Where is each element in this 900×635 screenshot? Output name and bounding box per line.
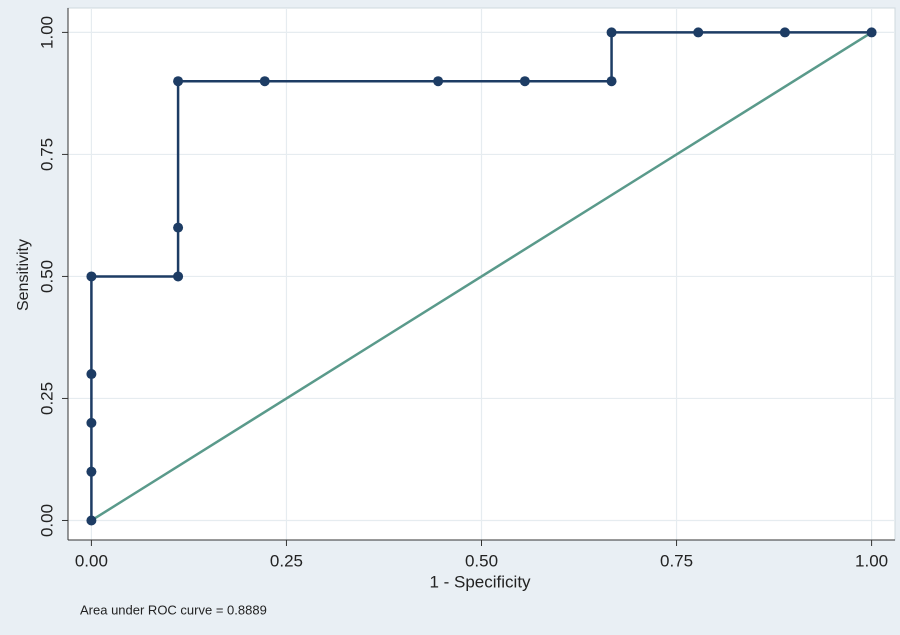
point xyxy=(606,76,617,87)
point xyxy=(693,27,704,38)
x-tick-label: 0.00 xyxy=(75,551,108,570)
series-line xyxy=(90,31,873,522)
y-tick-label: 0.50 xyxy=(37,260,56,293)
x-tick-label: 0.25 xyxy=(270,551,303,570)
point xyxy=(606,27,617,38)
y-tick-label: 0.00 xyxy=(37,504,56,537)
point xyxy=(86,466,97,477)
point xyxy=(779,27,790,38)
point xyxy=(433,76,444,87)
x-axis-label: 1 - Specificity xyxy=(429,572,531,591)
y-tick-label: 1.00 xyxy=(37,16,56,49)
point xyxy=(173,76,184,87)
point xyxy=(86,515,97,526)
note: Area under ROC curve = 0.8889 xyxy=(80,602,267,617)
x-tick-label: 0.50 xyxy=(465,551,498,570)
point xyxy=(866,27,877,38)
point xyxy=(86,369,97,380)
point xyxy=(173,222,184,233)
y-tick-label: 0.75 xyxy=(37,138,56,171)
y-axis-label: Sensitivity xyxy=(15,239,32,311)
point xyxy=(86,417,97,428)
point xyxy=(86,271,97,282)
x-tick-label: 0.75 xyxy=(660,551,693,570)
series-line xyxy=(90,31,872,521)
point xyxy=(173,271,184,282)
point xyxy=(259,76,270,87)
point xyxy=(519,76,530,87)
x-tick-label: 1.00 xyxy=(855,551,888,570)
y-tick-label: 0.25 xyxy=(37,382,56,415)
